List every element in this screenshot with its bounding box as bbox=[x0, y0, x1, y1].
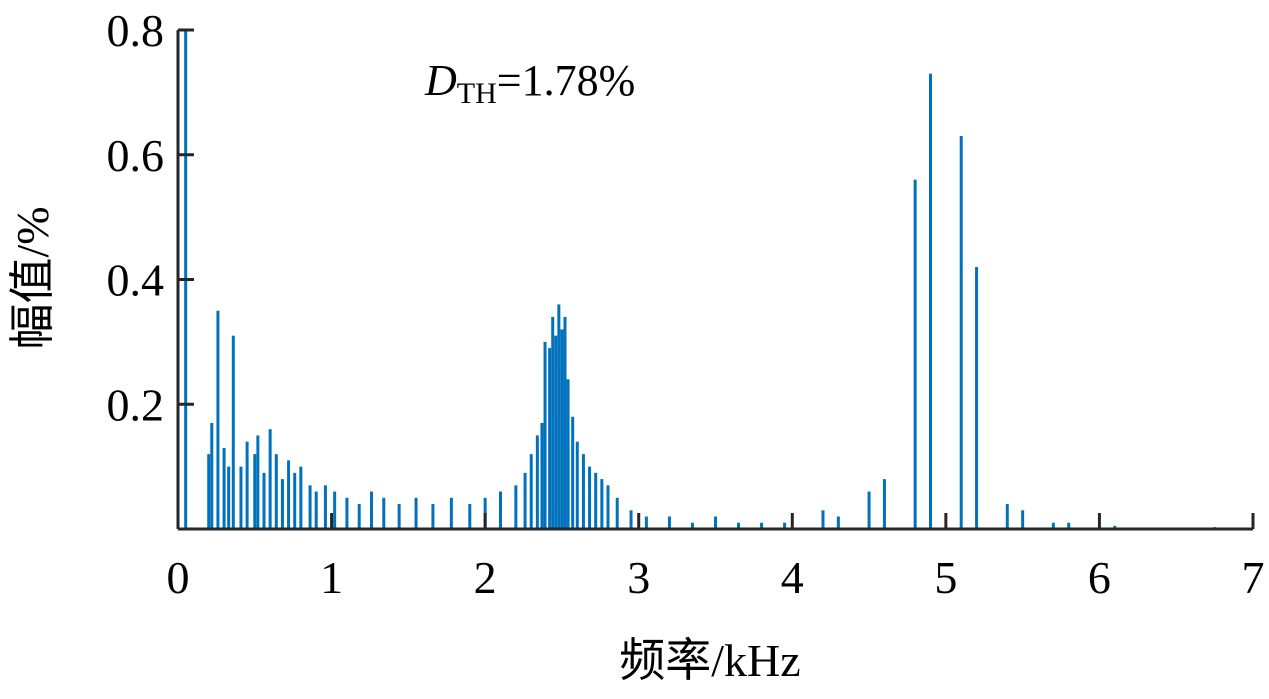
dth-annotation: DTH=1.78% bbox=[424, 56, 635, 110]
spectrum-bar bbox=[529, 454, 533, 529]
dth-symbol: D bbox=[424, 56, 457, 105]
spectrum-bar bbox=[239, 466, 243, 530]
y-tick-label: 0.8 bbox=[107, 5, 165, 56]
spectrum-bar bbox=[557, 304, 561, 529]
spectrum-bar bbox=[222, 447, 226, 529]
spectrum-bar bbox=[588, 466, 592, 530]
spectrum-bar bbox=[783, 522, 787, 529]
spectrum-bar bbox=[714, 516, 717, 529]
spectrum-bar bbox=[253, 454, 257, 529]
spectrum-bar bbox=[523, 472, 527, 529]
spectrum-bar bbox=[345, 497, 349, 529]
spectrum-bar bbox=[256, 435, 260, 529]
spectrum-bar bbox=[548, 348, 552, 529]
spectrum-bar bbox=[760, 522, 764, 529]
spectrum-bar bbox=[600, 479, 604, 529]
spectrum-bar bbox=[543, 341, 547, 530]
spectrum-bar bbox=[299, 466, 303, 530]
spectrum-bar bbox=[1113, 525, 1117, 529]
dth-value: =1.78% bbox=[497, 56, 635, 105]
spectrum-bar bbox=[554, 335, 558, 529]
spectrum-bar bbox=[551, 316, 555, 529]
x-tick-label: 4 bbox=[781, 552, 804, 603]
y-tick-label: 0.2 bbox=[107, 379, 165, 430]
spectrum-bar bbox=[560, 329, 564, 529]
spectrum-bar bbox=[929, 73, 932, 529]
spectrum-bar bbox=[382, 497, 386, 529]
spectrum-bar bbox=[207, 454, 211, 529]
spectrum-bar bbox=[231, 335, 235, 529]
spectrum-bar bbox=[959, 136, 963, 530]
spectrum-bar bbox=[629, 510, 633, 529]
spectrum-bar bbox=[414, 497, 418, 529]
axes-layer bbox=[176, 30, 1253, 531]
spectrum-bar bbox=[216, 310, 220, 529]
spectrum-bar bbox=[499, 491, 502, 529]
spectrum-bar bbox=[667, 516, 671, 529]
spectrum-bar bbox=[370, 491, 373, 529]
spectrum-bar bbox=[1021, 510, 1025, 529]
y-axis-label: 幅值/% bbox=[7, 206, 58, 349]
spectrum-bar bbox=[566, 379, 570, 529]
x-tick-label: 2 bbox=[474, 552, 497, 603]
spectrum-bar bbox=[287, 460, 291, 529]
spectrum-bar bbox=[357, 504, 361, 529]
x-tick-label: 5 bbox=[934, 552, 957, 603]
spectrum-bar bbox=[615, 497, 619, 529]
dth-subscript: TH bbox=[457, 77, 497, 110]
spectrum-bar bbox=[245, 441, 249, 529]
spectrum-bar bbox=[821, 510, 825, 529]
spectrum-bar bbox=[227, 466, 231, 530]
spectrum-bar bbox=[882, 479, 886, 529]
spectrum-bar bbox=[575, 441, 579, 529]
spectrum-bar bbox=[571, 416, 575, 529]
spectrum-bar bbox=[563, 316, 567, 529]
x-tick-label: 3 bbox=[627, 552, 650, 603]
ticks-layer: 0 1 2 3 4 5 6 7 0.2 0.4 0.6 0.8 bbox=[107, 5, 1265, 603]
spectrum-bar bbox=[431, 504, 435, 529]
spectrum-bar bbox=[540, 422, 544, 529]
x-tick-label: 6 bbox=[1088, 552, 1111, 603]
spectrum-bar bbox=[468, 504, 472, 529]
spectrum-bar bbox=[314, 491, 318, 529]
x-tick-label: 1 bbox=[320, 552, 343, 603]
spectrum-bar bbox=[913, 179, 917, 529]
x-tick-label: 7 bbox=[1242, 552, 1265, 603]
y-tick-label: 0.6 bbox=[107, 130, 165, 181]
spectrum-bar bbox=[644, 516, 648, 529]
spectrum-bar bbox=[581, 454, 585, 529]
spectrum-bar bbox=[690, 522, 694, 529]
spectrum-bar bbox=[1067, 522, 1071, 529]
spectrum-bar bbox=[975, 267, 979, 529]
x-tick-label: 0 bbox=[167, 552, 190, 603]
spectrum-bar bbox=[836, 516, 840, 529]
spectrum-bar bbox=[274, 454, 278, 529]
spectrum-bar bbox=[210, 422, 214, 529]
y-tick-label: 0.4 bbox=[107, 255, 165, 306]
spectrum-bar bbox=[308, 485, 312, 529]
spectrum-bar bbox=[280, 479, 284, 529]
spectrum-bar bbox=[397, 504, 401, 529]
spectrum-bar bbox=[1005, 504, 1009, 529]
spectrum-bar bbox=[268, 429, 272, 529]
x-axis-label: 频率/kHz bbox=[619, 635, 800, 686]
spectrum-bar bbox=[606, 485, 610, 529]
spectrum-bar bbox=[449, 497, 453, 529]
spectrum-bar bbox=[737, 522, 741, 529]
spectrum-bar bbox=[514, 485, 518, 529]
spectrum-bar bbox=[867, 491, 871, 529]
spectrum-bar bbox=[333, 491, 337, 529]
spectrum-bar bbox=[594, 472, 598, 529]
spectrum-bar bbox=[1051, 522, 1055, 529]
spectrum-bar bbox=[262, 472, 266, 529]
spectrum-bar bbox=[535, 435, 539, 529]
spectrum-bar bbox=[293, 472, 297, 529]
bars-layer bbox=[184, 30, 1217, 530]
spectrum-bar bbox=[323, 485, 327, 529]
